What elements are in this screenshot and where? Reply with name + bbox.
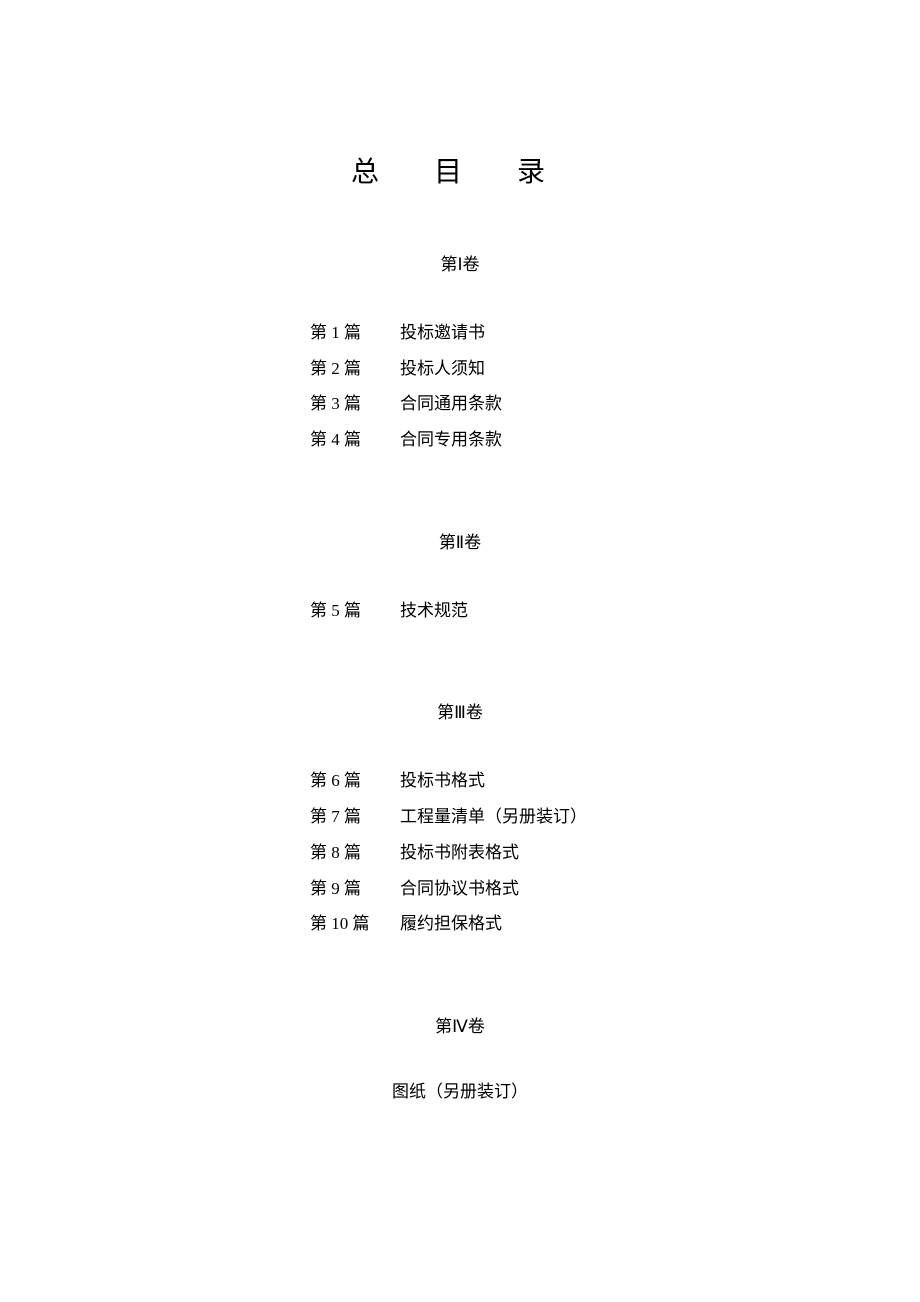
volume-3-chapters: 第 6 篇 投标书格式 第 7 篇 工程量清单（另册装订） 第 8 篇 投标书附… [310,763,920,941]
volume-4-heading: 第Ⅳ卷 [0,1012,920,1037]
chapter-title: 投标邀请书 [400,315,920,351]
chapter-row: 第 7 篇 工程量清单（另册装订） [310,799,920,835]
chapter-row: 第 3 篇 合同通用条款 [310,386,920,422]
section-gap [0,488,920,528]
chapter-label: 第 8 篇 [310,835,400,871]
volume-2-chapters: 第 5 篇 技术规范 [310,593,920,629]
chapter-title: 合同协议书格式 [400,871,920,907]
chapter-label: 第 10 篇 [310,906,400,942]
chapter-label: 第 4 篇 [310,422,400,458]
chapter-title: 投标书格式 [400,763,920,799]
chapter-row: 第 5 篇 技术规范 [310,593,920,629]
chapter-row: 第 1 篇 投标邀请书 [310,315,920,351]
chapter-label: 第 1 篇 [310,315,400,351]
volume-1: 第Ⅰ卷 第 1 篇 投标邀请书 第 2 篇 投标人须知 第 3 篇 合同通用条款… [0,250,920,458]
volume-4: 第Ⅳ卷 图纸（另册装订） [0,1012,920,1102]
chapter-row: 第 2 篇 投标人须知 [310,351,920,387]
chapter-label: 第 7 篇 [310,799,400,835]
chapter-row: 第 4 篇 合同专用条款 [310,422,920,458]
chapter-label: 第 2 篇 [310,351,400,387]
chapter-row: 第 9 篇 合同协议书格式 [310,871,920,907]
chapter-title: 投标人须知 [400,351,920,387]
chapter-label: 第 6 篇 [310,763,400,799]
chapter-label: 第 9 篇 [310,871,400,907]
volume-4-note: 图纸（另册装订） [0,1077,920,1102]
chapter-row: 第 8 篇 投标书附表格式 [310,835,920,871]
chapter-row: 第 6 篇 投标书格式 [310,763,920,799]
section-gap [0,972,920,1012]
volume-2-heading: 第Ⅱ卷 [0,528,920,553]
volume-3: 第Ⅲ卷 第 6 篇 投标书格式 第 7 篇 工程量清单（另册装订） 第 8 篇 … [0,698,920,941]
volume-1-heading: 第Ⅰ卷 [0,250,920,275]
page-title: 总 目 录 [0,150,920,190]
chapter-title: 履约担保格式 [400,906,920,942]
chapter-label: 第 5 篇 [310,593,400,629]
chapter-title: 合同通用条款 [400,386,920,422]
chapter-title: 投标书附表格式 [400,835,920,871]
chapter-label: 第 3 篇 [310,386,400,422]
volume-1-chapters: 第 1 篇 投标邀请书 第 2 篇 投标人须知 第 3 篇 合同通用条款 第 4… [310,315,920,458]
chapter-title: 技术规范 [400,593,920,629]
chapter-title: 工程量清单（另册装订） [400,799,920,835]
section-gap [0,658,920,698]
chapter-row: 第 10 篇 履约担保格式 [310,906,920,942]
chapter-title: 合同专用条款 [400,422,920,458]
volume-3-heading: 第Ⅲ卷 [0,698,920,723]
volume-2: 第Ⅱ卷 第 5 篇 技术规范 [0,528,920,629]
